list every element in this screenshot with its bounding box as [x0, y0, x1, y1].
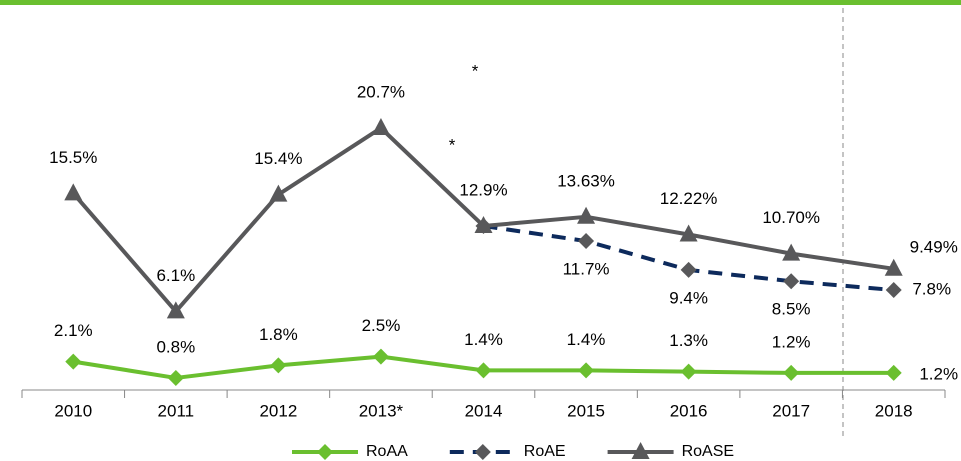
data-label: 9.4%	[669, 288, 708, 307]
data-label: 1.2%	[919, 364, 958, 383]
data-label: 1.8%	[259, 325, 298, 344]
data-label: 1.2%	[772, 332, 811, 351]
marker	[885, 364, 902, 381]
x-tick-label: 2017	[772, 401, 810, 420]
annotation: *	[449, 135, 456, 154]
marker	[64, 183, 83, 201]
marker	[372, 348, 389, 365]
marker	[783, 364, 800, 381]
marker	[474, 215, 493, 233]
marker	[269, 184, 288, 202]
legend-label: RoASE	[682, 443, 734, 460]
data-label: 2.5%	[362, 316, 401, 335]
annotation: *	[472, 61, 479, 80]
marker	[680, 261, 697, 278]
data-label: 12.22%	[660, 189, 718, 208]
x-tick-label: 2018	[875, 401, 913, 420]
marker	[884, 258, 903, 276]
data-label: 15.4%	[254, 149, 302, 168]
x-tick-label: 2015	[567, 401, 605, 420]
marker	[166, 301, 185, 319]
marker	[578, 362, 595, 379]
marker	[167, 369, 184, 386]
data-label: 0.8%	[156, 337, 195, 356]
legend-label: RoAA	[366, 443, 408, 460]
marker	[782, 243, 801, 261]
x-tick-label: 2011	[158, 401, 195, 420]
data-label: 1.4%	[567, 330, 606, 349]
data-label: 20.7%	[357, 82, 405, 101]
data-label: 8.5%	[772, 300, 811, 319]
legend-marker	[631, 442, 650, 459]
data-label: 12.9%	[459, 180, 507, 199]
x-tick-label: 2014	[465, 401, 503, 420]
marker	[65, 353, 82, 370]
data-label: 9.49%	[910, 237, 958, 256]
data-label: 7.8%	[912, 280, 951, 299]
marker	[578, 233, 595, 250]
marker	[783, 273, 800, 290]
marker	[270, 357, 287, 374]
marker	[371, 118, 390, 136]
data-label: 1.4%	[464, 330, 503, 349]
marker	[679, 224, 698, 242]
legend-marker	[474, 444, 491, 460]
x-tick-label: 2010	[54, 401, 92, 420]
marker	[885, 282, 902, 299]
top-bar	[0, 0, 961, 5]
data-label: 13.63%	[557, 171, 615, 190]
x-tick-label: 2013*	[359, 401, 404, 420]
data-label: 1.3%	[669, 331, 708, 350]
x-tick-label: 2016	[670, 401, 708, 420]
marker	[577, 206, 596, 224]
data-label: 11.7%	[563, 260, 610, 279]
data-label: 6.1%	[156, 266, 195, 285]
data-label: 15.5%	[49, 148, 97, 167]
marker	[475, 362, 492, 379]
data-label: 10.70%	[762, 208, 820, 227]
legend-label: RoAE	[524, 443, 566, 460]
marker	[680, 363, 697, 380]
data-label: 2.1%	[54, 321, 93, 340]
x-tick-label: 2012	[259, 401, 297, 420]
legend-marker	[317, 444, 333, 460]
